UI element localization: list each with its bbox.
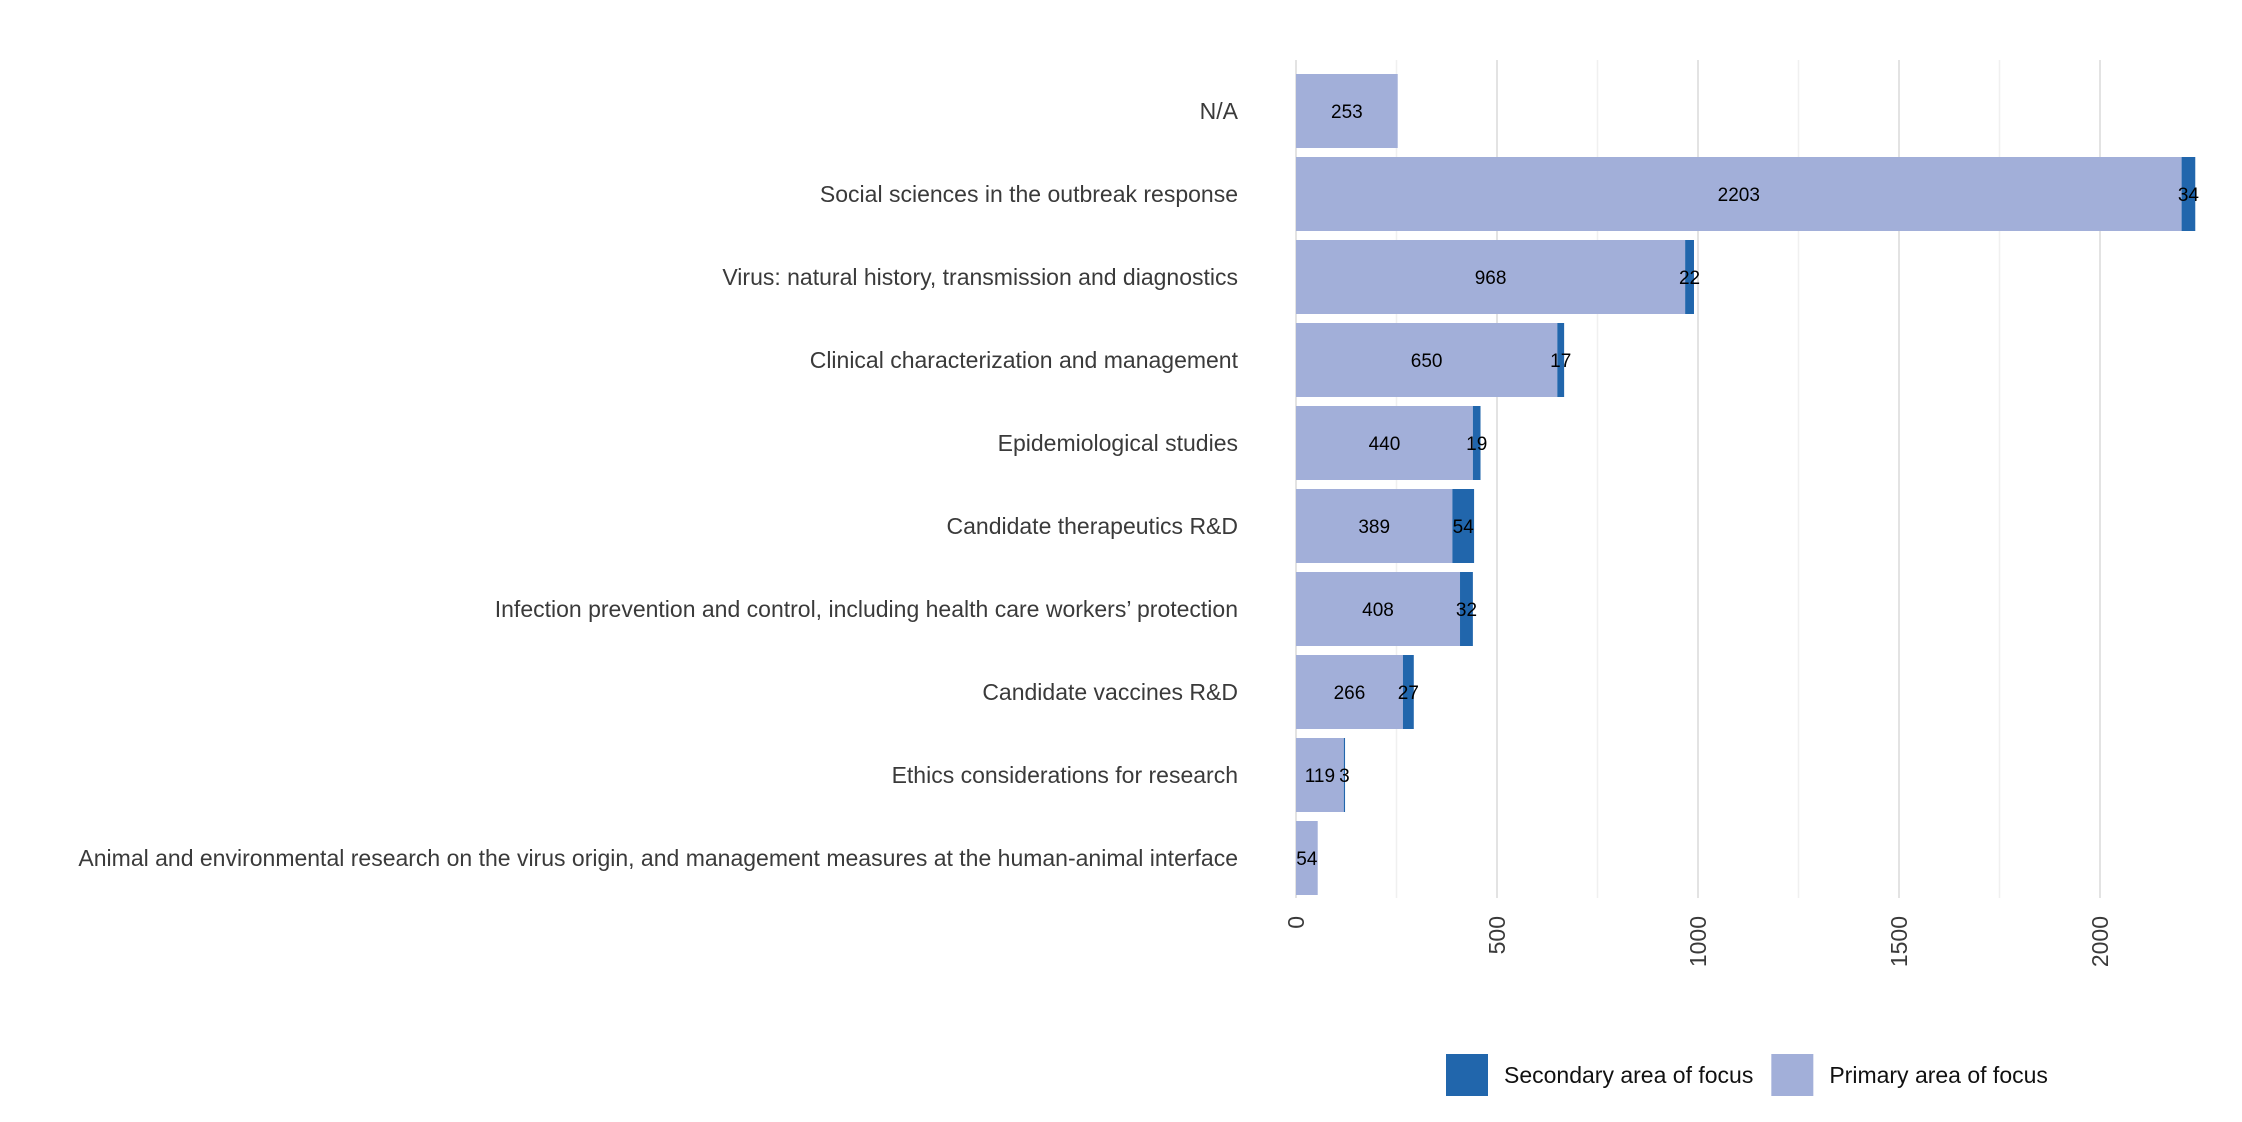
bars <box>1296 74 2196 895</box>
bar-primary <box>1296 738 1344 812</box>
data-label-secondary: 17 <box>1550 351 1571 372</box>
data-label-secondary: 22 <box>1679 268 1700 289</box>
data-label-primary: 968 <box>1475 268 1507 289</box>
bar-primary <box>1296 240 1686 314</box>
category-label: Infection prevention and control, includ… <box>495 596 1238 622</box>
x-tick-label: 2000 <box>2087 916 2113 967</box>
data-label-secondary: 3 <box>1339 766 1350 787</box>
data-label-secondary: 19 <box>1466 434 1487 455</box>
x-tick-label: 0 <box>1283 916 1309 929</box>
category-label: N/A <box>1200 98 1239 124</box>
bar-primary <box>1296 323 1558 397</box>
bar-secondary <box>1557 323 1565 397</box>
data-label-primary: 54 <box>1296 849 1318 870</box>
bar-primary <box>1296 821 1318 895</box>
legend-swatch <box>1446 1054 1488 1096</box>
bar-primary <box>1296 406 1473 480</box>
bar-secondary <box>1460 572 1473 646</box>
category-label: Candidate therapeutics R&D <box>947 513 1239 539</box>
data-label-secondary: 32 <box>1456 600 1477 621</box>
category-label: Ethics considerations for research <box>892 762 1238 788</box>
data-label-primary: 408 <box>1362 600 1394 621</box>
x-axis-ticks: 0 500 1000 1500 2000 <box>1283 916 2113 967</box>
bar-secondary <box>1685 240 1694 314</box>
data-label-primary: 440 <box>1369 434 1401 455</box>
bar-primary <box>1296 489 1453 563</box>
category-label: Candidate vaccines R&D <box>982 679 1238 705</box>
x-tick-label: 1000 <box>1685 916 1711 967</box>
legend-label: Secondary area of focus <box>1504 1062 1753 1088</box>
bar-secondary <box>2181 157 2196 231</box>
x-tick-label: 500 <box>1484 916 1510 954</box>
bar-primary <box>1296 572 1461 646</box>
data-labels: 253 2203 34 968 22 650 17 440 19 389 54 408 32 266 27 1… <box>1296 102 2199 870</box>
data-label-primary: 253 <box>1331 102 1363 123</box>
bar-primary <box>1296 655 1403 729</box>
legend: Secondary area of focus Primary area of f… <box>1446 1054 2048 1096</box>
data-label-secondary: 54 <box>1453 517 1475 538</box>
category-label: Social sciences in the outbreak response <box>820 181 1238 207</box>
bar-secondary <box>1472 406 1481 480</box>
bar-primary <box>1296 157 2182 231</box>
data-label-secondary: 27 <box>1398 683 1419 704</box>
data-label-secondary: 34 <box>2178 185 2200 206</box>
category-labels: N/A Social sciences in the outbreak respo… <box>78 98 1238 871</box>
data-label-primary: 2203 <box>1718 185 1760 206</box>
category-label: Virus: natural history, transmission and… <box>722 264 1238 290</box>
data-label-primary: 266 <box>1334 683 1366 704</box>
bar-secondary <box>1452 489 1475 563</box>
category-label: Epidemiological studies <box>998 430 1238 456</box>
bar-secondary <box>1402 655 1414 729</box>
data-label-primary: 389 <box>1358 517 1390 538</box>
category-label: Animal and environmental research on the… <box>78 845 1238 871</box>
bar-secondary <box>1343 738 1346 812</box>
data-label-primary: 119 <box>1305 766 1335 787</box>
legend-swatch <box>1771 1054 1814 1096</box>
x-tick-label: 1500 <box>1886 916 1912 967</box>
category-label: Clinical characterization and management <box>810 347 1239 373</box>
bar-primary <box>1296 74 1398 148</box>
data-label-primary: 650 <box>1411 351 1443 372</box>
legend-label: Primary area of focus <box>1829 1062 2048 1088</box>
